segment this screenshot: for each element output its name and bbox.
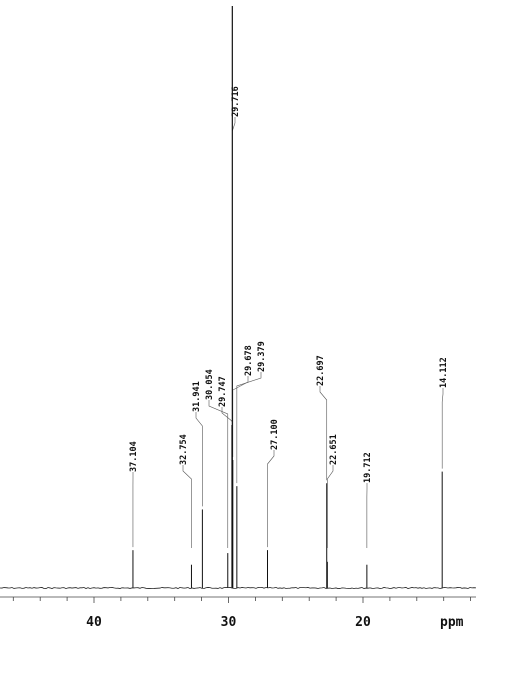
leader-22.651 (327, 465, 334, 548)
peak-label-31.941: 31.941 (192, 381, 202, 412)
peak-marks (132, 6, 443, 588)
leader-29.716 (232, 117, 236, 132)
leader-14.112 (441, 388, 444, 469)
peak-label-29.678: 29.678 (244, 345, 254, 376)
leader-29.678 (232, 376, 249, 457)
peak-label-27.100: 27.100 (270, 419, 280, 450)
x-axis-ticks (12, 597, 472, 603)
x-axis-tick-labels: 40 30 20 (86, 615, 371, 630)
x-tick-label-30: 30 (221, 615, 237, 630)
leader-31.941 (195, 412, 203, 507)
leader-30.054 (208, 400, 229, 548)
x-axis-unit-label: ppm (440, 615, 464, 630)
leader-22.697 (319, 386, 328, 481)
peak-label-29.747: 29.747 (218, 376, 228, 407)
leader-29.379 (236, 372, 262, 484)
peak-label-22.697: 22.697 (316, 355, 326, 386)
peak-label-14.112: 14.112 (439, 357, 449, 388)
peak-label-29.379: 29.379 (257, 341, 267, 372)
peak-label-29.716: 29.716 (231, 86, 241, 117)
peak-label-37.104: 37.104 (129, 441, 139, 472)
peak-label-22.651: 22.651 (329, 434, 339, 465)
leader-27.100 (267, 450, 275, 548)
peak-label-19.712: 19.712 (363, 452, 373, 483)
leader-32.754 (182, 465, 192, 548)
peak-label-32.754: 32.754 (179, 434, 189, 465)
leader-29.747 (221, 407, 233, 423)
peak-label-30.054: 30.054 (205, 369, 215, 400)
x-tick-label-20: 20 (355, 615, 371, 630)
peak-labels: 37.104 32.754 31.941 30.054 29.747 29.716 29.6… (129, 86, 449, 483)
spectrum-baseline (0, 586, 477, 590)
peak-label-leaders (132, 117, 444, 548)
x-tick-label-40: 40 (86, 615, 102, 630)
